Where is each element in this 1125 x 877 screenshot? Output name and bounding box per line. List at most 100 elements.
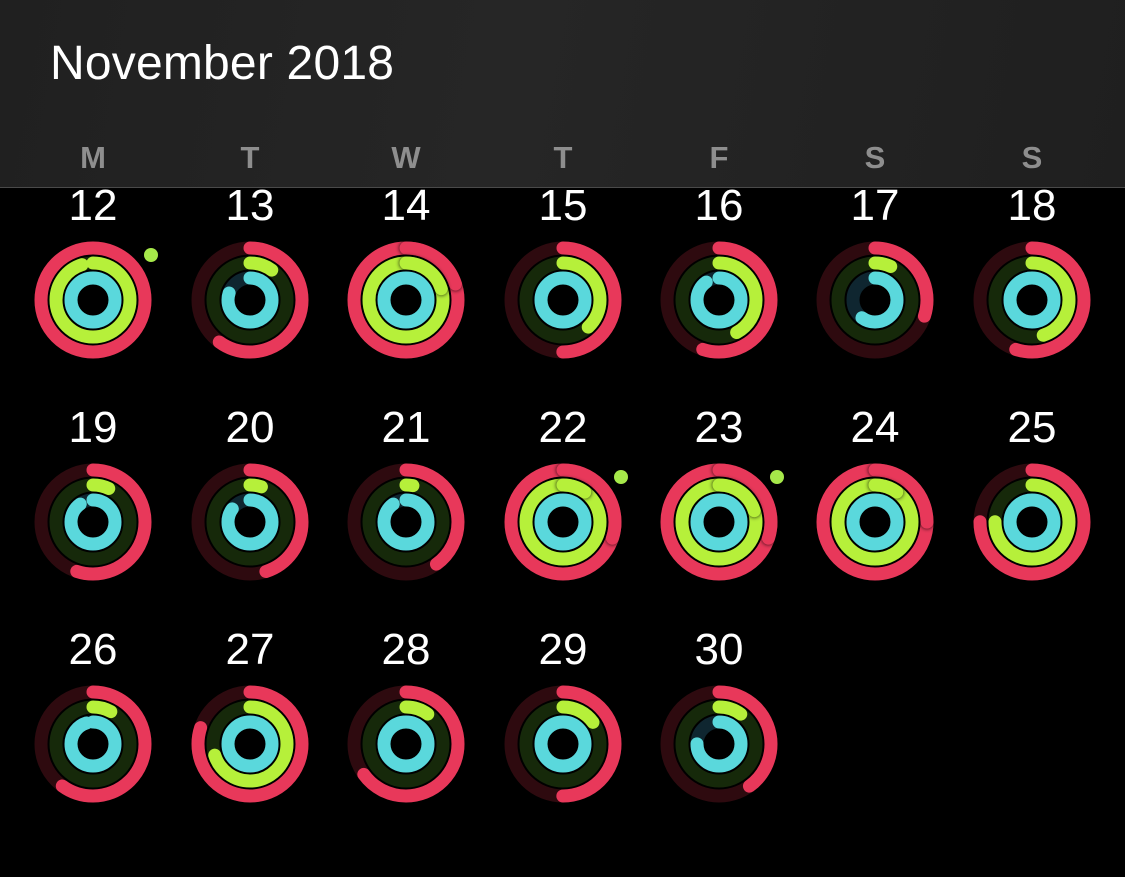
activity-rings	[191, 463, 309, 581]
activity-rings	[504, 463, 622, 581]
day-cell-24[interactable]: 24	[805, 403, 945, 610]
move-ring	[816, 241, 934, 359]
exercise-ring	[988, 256, 1076, 344]
move-ring	[34, 241, 152, 359]
exercise-ring	[519, 700, 607, 788]
move-ring-overlap	[504, 463, 622, 581]
day-number: 25	[1007, 403, 1057, 452]
stand-ring	[377, 271, 435, 329]
move-ring	[34, 685, 152, 803]
stand-ring	[1003, 493, 1061, 551]
day-number: 19	[68, 403, 118, 452]
exercise-ring-overlap	[675, 478, 763, 566]
move-ring	[191, 463, 309, 581]
award-dot-icon	[614, 470, 628, 484]
exercise-ring-overlap	[831, 478, 919, 566]
day-cell-30[interactable]: 30	[649, 625, 789, 832]
day-cell-18[interactable]: 18	[962, 184, 1102, 388]
weekday-row: M T W T F S S	[0, 140, 1125, 180]
move-ring-overlap	[816, 463, 934, 581]
exercise-ring	[519, 256, 607, 344]
stand-ring	[64, 715, 122, 773]
stand-ring	[377, 493, 435, 551]
exercise-ring	[362, 700, 450, 788]
day-number: 27	[225, 625, 275, 674]
calendar-header: November 2018 M T W T F S S	[0, 0, 1125, 188]
move-ring	[973, 463, 1091, 581]
stand-ring	[690, 715, 748, 773]
day-cell-29[interactable]: 29	[493, 628, 633, 832]
stand-ring	[534, 715, 592, 773]
stand-ring	[221, 493, 279, 551]
day-cell-25[interactable]: 25	[962, 403, 1102, 610]
move-ring	[191, 241, 309, 359]
day-cell-13[interactable]: 13	[180, 184, 320, 388]
day-cell-12[interactable]: 12	[23, 181, 163, 388]
activity-rings	[660, 463, 778, 581]
activity-rings	[347, 241, 465, 359]
move-ring-overlap	[347, 241, 465, 359]
stand-ring	[534, 493, 592, 551]
exercise-ring	[49, 256, 137, 344]
activity-rings	[504, 685, 622, 803]
stand-ring	[846, 493, 904, 551]
move-ring	[34, 463, 152, 581]
calendar-grid: 12 13 14 15 16 17 18 19 20 21 22 23 24 25 26 27 28 29 30	[0, 181, 1125, 877]
exercise-ring	[675, 256, 763, 344]
stand-ring	[846, 271, 904, 329]
activity-rings	[191, 685, 309, 803]
move-ring	[973, 241, 1091, 359]
move-ring	[347, 463, 465, 581]
activity-rings	[34, 685, 152, 803]
stand-ring	[64, 271, 122, 329]
day-number: 24	[850, 403, 900, 452]
day-number: 21	[381, 403, 431, 452]
day-number: 28	[381, 625, 431, 674]
move-ring	[191, 685, 309, 803]
stand-ring	[1003, 271, 1061, 329]
move-ring-overlap	[660, 463, 778, 581]
day-cell-16[interactable]: 16	[649, 184, 789, 388]
exercise-ring	[362, 478, 450, 566]
day-cell-22[interactable]: 22	[493, 406, 633, 610]
activity-rings	[973, 241, 1091, 359]
day-cell-20[interactable]: 20	[180, 406, 320, 610]
stand-ring	[534, 271, 592, 329]
day-cell-21[interactable]: 21	[336, 403, 476, 610]
award-dot-icon	[770, 470, 784, 484]
stand-ring	[690, 493, 748, 551]
day-cell-14[interactable]: 14	[336, 181, 476, 388]
exercise-ring	[206, 256, 294, 344]
day-number: 26	[68, 625, 118, 674]
exercise-ring-overlap	[362, 256, 450, 344]
day-cell-23[interactable]: 23	[649, 403, 789, 610]
stand-ring	[221, 271, 279, 329]
exercise-ring	[988, 478, 1076, 566]
day-number: 30	[694, 625, 744, 674]
activity-rings	[816, 463, 934, 581]
weekday-label: M	[80, 140, 106, 175]
activity-rings	[34, 241, 152, 359]
move-ring	[347, 685, 465, 803]
day-cell-15[interactable]: 15	[493, 184, 633, 388]
day-cell-27[interactable]: 27	[180, 625, 320, 832]
move-ring	[660, 685, 778, 803]
day-number: 14	[381, 181, 431, 230]
activity-rings	[191, 241, 309, 359]
activity-rings	[660, 685, 778, 803]
activity-rings	[660, 241, 778, 359]
award-dot-icon	[144, 248, 158, 262]
day-cell-19[interactable]: 19	[23, 403, 163, 610]
activity-rings	[347, 685, 465, 803]
exercise-ring	[206, 700, 294, 788]
day-number: 17	[850, 181, 900, 230]
stand-ring	[690, 271, 748, 329]
day-cell-28[interactable]: 28	[336, 625, 476, 832]
stand-ring	[377, 715, 435, 773]
weekday-label: W	[391, 140, 421, 175]
move-ring	[660, 241, 778, 359]
day-cell-26[interactable]: 26	[23, 625, 163, 832]
day-number: 12	[68, 181, 118, 230]
day-number: 23	[694, 403, 744, 452]
day-cell-17[interactable]: 17	[805, 181, 945, 388]
